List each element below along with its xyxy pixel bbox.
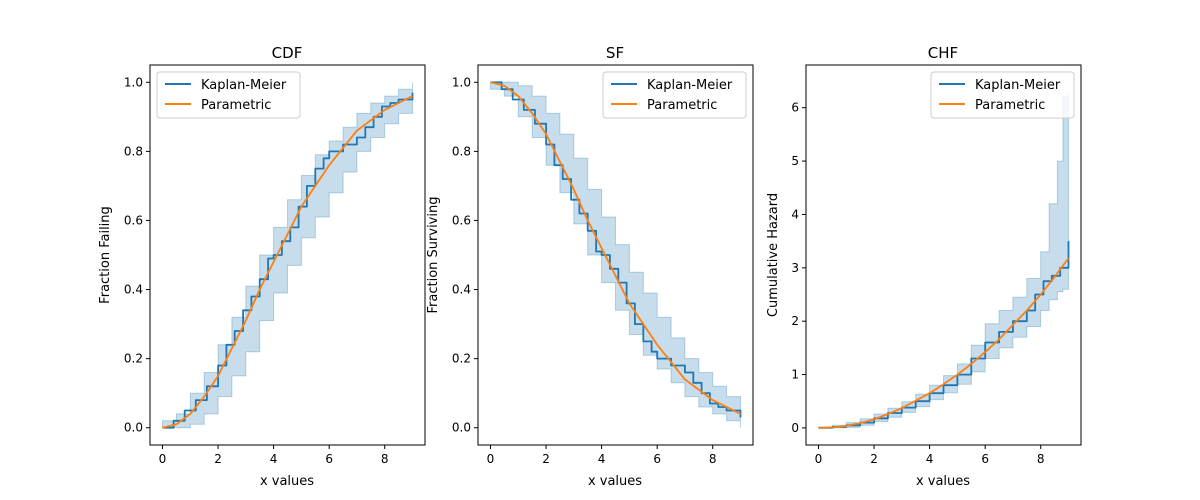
y-tick-label: 1.0: [124, 75, 143, 89]
legend-label-kaplan-meier: Kaplan-Meier: [647, 78, 733, 93]
legend-label-parametric: Parametric: [975, 98, 1045, 113]
y-tick-label: 0.6: [124, 213, 143, 227]
chart-title: SF: [606, 44, 624, 62]
series-line-kaplan-meier: [162, 92, 414, 429]
confidence-band: [490, 81, 741, 428]
confidence-band: [818, 91, 1069, 429]
x-tick-label: 8: [381, 452, 389, 466]
y-tick-label: 2: [791, 314, 799, 328]
y-tick-label: 0.8: [452, 144, 471, 158]
y-tick-label: 1: [791, 368, 799, 382]
y-axis-label: Cumulative Hazard: [766, 193, 781, 317]
chart-title: CHF: [928, 44, 958, 62]
y-tick-label: 0.8: [124, 144, 143, 158]
y-tick-label: 6: [791, 101, 799, 115]
plot-area-sf: 0 2 4 6 8 0.0 0.2 0.4 0.6 0.8 1.0: [452, 64, 754, 466]
x-tick-label: 2: [214, 452, 222, 466]
series-line-kaplan-meier: [490, 81, 742, 418]
y-axis-label: Fraction Surviving: [426, 197, 441, 314]
series-line-parametric: [818, 257, 1070, 429]
legend-label-parametric: Parametric: [647, 98, 717, 113]
x-tick-label: 8: [709, 452, 717, 466]
y-axis-label: Fraction Failing: [98, 206, 113, 304]
y-tick-label: 0.0: [452, 421, 471, 435]
plot-area-cdf: 0 2 4 6 8 0.0 0.2 0.4 0.6 0.8 1.0: [124, 64, 426, 466]
legend-box: [602, 71, 747, 119]
x-tick-label: 2: [542, 452, 550, 466]
plot-area-chf: 0 2 4 6 8 0 1 2 3 4 5 6: [791, 64, 1082, 466]
y-tick-label: 4: [791, 207, 799, 221]
panel-cdf: CDF 0 2 4 6 8 0.0 0.2 0.4 0.6 0.8 1.0 x values Fra…: [98, 44, 426, 489]
x-tick-label: 8: [1037, 452, 1045, 466]
y-tick-label: 3: [791, 261, 799, 275]
legend-label-kaplan-meier: Kaplan-Meier: [201, 78, 287, 93]
x-tick-label: 4: [270, 452, 278, 466]
x-axis-label: x values: [588, 474, 642, 489]
x-tick-label: 0: [487, 452, 495, 466]
axes-frame: [477, 64, 754, 446]
x-tick-label: 2: [870, 452, 878, 466]
panel-sf: SF 0 2 4 6 8 0.0 0.2 0.4 0.6 0.8 1.0 x values Frac…: [426, 44, 754, 489]
y-tick-label: 0.4: [452, 283, 471, 297]
axes-frame: [149, 64, 426, 446]
chart-title: CDF: [272, 44, 303, 62]
panel-chf: CHF 0 2 4 6 8 0 1 2 3 4 5 6 x values Cumulative Haz…: [766, 44, 1082, 489]
x-tick-label: 6: [653, 452, 661, 466]
x-tick-label: 4: [598, 452, 606, 466]
series-line-parametric: [162, 95, 413, 429]
legend-box: [156, 71, 301, 119]
x-tick-label: 0: [815, 452, 823, 466]
x-tick-label: 0: [159, 452, 167, 466]
x-axis-label: x values: [916, 474, 970, 489]
series-line-parametric: [490, 81, 741, 415]
x-tick-label: 6: [325, 452, 333, 466]
y-tick-label: 0.2: [124, 352, 143, 366]
x-tick-label: 6: [981, 452, 989, 466]
y-tick-label: 0: [791, 421, 799, 435]
axes-frame: [805, 64, 1082, 446]
y-tick-label: 5: [791, 154, 799, 168]
legend: Kaplan-Meier Parametric: [156, 71, 301, 119]
legend-label-parametric: Parametric: [201, 98, 271, 113]
y-tick-label: 0.4: [124, 283, 143, 297]
y-tick-label: 0.2: [452, 352, 471, 366]
legend: Kaplan-Meier Parametric: [930, 71, 1075, 119]
x-tick-label: 4: [926, 452, 934, 466]
legend: Kaplan-Meier Parametric: [602, 71, 747, 119]
legend-label-kaplan-meier: Kaplan-Meier: [975, 78, 1061, 93]
y-tick-label: 0.6: [452, 213, 471, 227]
y-tick-label: 0.0: [124, 421, 143, 435]
legend-box: [930, 71, 1075, 119]
x-axis-label: x values: [260, 474, 314, 489]
y-tick-label: 1.0: [452, 75, 471, 89]
